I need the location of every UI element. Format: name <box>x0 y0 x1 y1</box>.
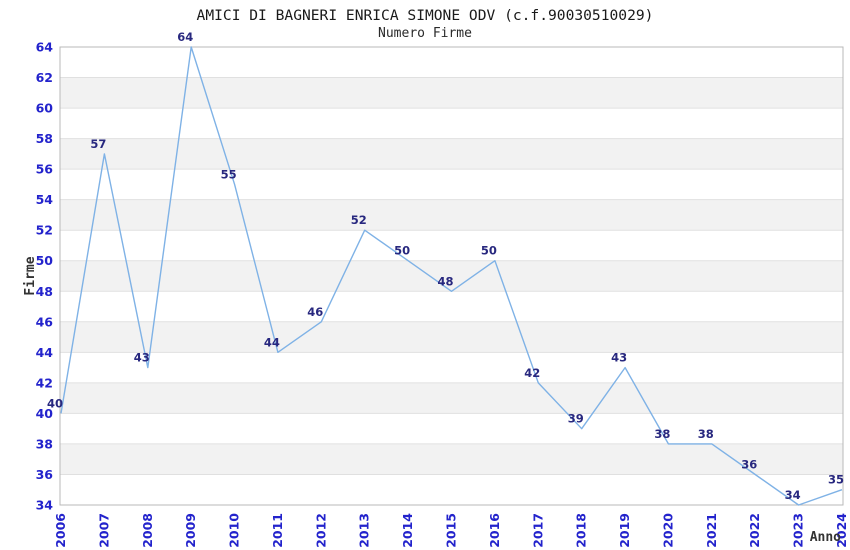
y-tick-label: 48 <box>36 284 53 299</box>
plot-band <box>60 260 843 292</box>
y-tick-label: 34 <box>36 498 54 513</box>
y-tick-label: 64 <box>36 40 54 55</box>
y-tick-label: 58 <box>36 131 53 146</box>
data-label: 38 <box>654 427 670 441</box>
x-tick-label: 2015 <box>444 513 459 548</box>
data-label: 57 <box>90 137 106 151</box>
x-tick-label: 2021 <box>704 513 719 548</box>
data-label: 40 <box>47 396 63 410</box>
x-tick-label: 2013 <box>357 513 372 548</box>
y-tick-label: 44 <box>36 345 54 360</box>
data-line <box>60 46 843 506</box>
x-tick-label: 2017 <box>530 513 545 548</box>
x-tick-label: 2020 <box>660 513 675 548</box>
data-label: 44 <box>264 335 280 349</box>
y-tick-label: 50 <box>36 253 54 268</box>
x-tick-label: 2016 <box>487 513 502 548</box>
x-tick-label: 2022 <box>747 513 762 548</box>
data-label: 42 <box>524 366 540 380</box>
data-label: 50 <box>481 244 497 258</box>
chart-subtitle: Numero Firme <box>378 26 472 41</box>
y-tick-label: 54 <box>36 192 54 207</box>
plot-border <box>59 46 844 506</box>
x-tick-label: 2014 <box>400 513 415 548</box>
y-tick-label: 38 <box>36 436 53 451</box>
x-tick-label: 2008 <box>140 513 155 548</box>
x-tick-label: 2012 <box>313 513 328 548</box>
x-tick-label: 2006 <box>53 513 68 548</box>
data-label: 34 <box>785 488 801 502</box>
y-tick-label: 46 <box>36 314 54 329</box>
x-tick-label: 2019 <box>617 513 632 548</box>
data-label: 50 <box>394 244 410 258</box>
y-tick-label: 42 <box>36 375 53 390</box>
y-tick-label: 60 <box>36 101 54 116</box>
y-tick-label: 56 <box>36 162 54 177</box>
data-label: 52 <box>351 213 367 227</box>
plot-band <box>60 321 843 353</box>
data-label: 38 <box>698 427 714 441</box>
data-label: 39 <box>568 412 584 426</box>
y-tick-label: 52 <box>36 223 53 238</box>
data-label: 48 <box>437 274 453 288</box>
plot-band <box>60 199 843 231</box>
x-tick-label: 2010 <box>227 513 242 548</box>
data-label: 46 <box>307 305 323 319</box>
y-axis-title: Firme <box>23 256 38 295</box>
plot-band <box>60 382 843 414</box>
x-tick-label: 2007 <box>96 513 111 548</box>
data-label: 43 <box>611 351 627 365</box>
plot-band <box>60 443 843 475</box>
y-tick-label: 40 <box>36 406 54 421</box>
chart-title: AMICI DI BAGNERI ENRICA SIMONE ODV (c.f.… <box>196 7 654 24</box>
y-tick-label: 36 <box>36 467 54 482</box>
x-tick-label: 2024 <box>834 513 849 548</box>
y-tick-label: 62 <box>36 70 53 85</box>
data-label: 55 <box>221 167 237 181</box>
data-label: 35 <box>828 473 844 487</box>
plot-band <box>60 138 843 170</box>
x-axis-title: Anno <box>810 530 841 545</box>
x-tick-label: 2009 <box>183 513 198 548</box>
x-tick-label: 2023 <box>791 513 806 548</box>
x-tick-label: 2011 <box>270 513 285 548</box>
plot-band <box>60 77 843 109</box>
data-label: 36 <box>741 458 757 472</box>
data-label: 64 <box>177 30 193 44</box>
x-tick-label: 2018 <box>574 513 589 548</box>
data-label: 43 <box>134 351 150 365</box>
